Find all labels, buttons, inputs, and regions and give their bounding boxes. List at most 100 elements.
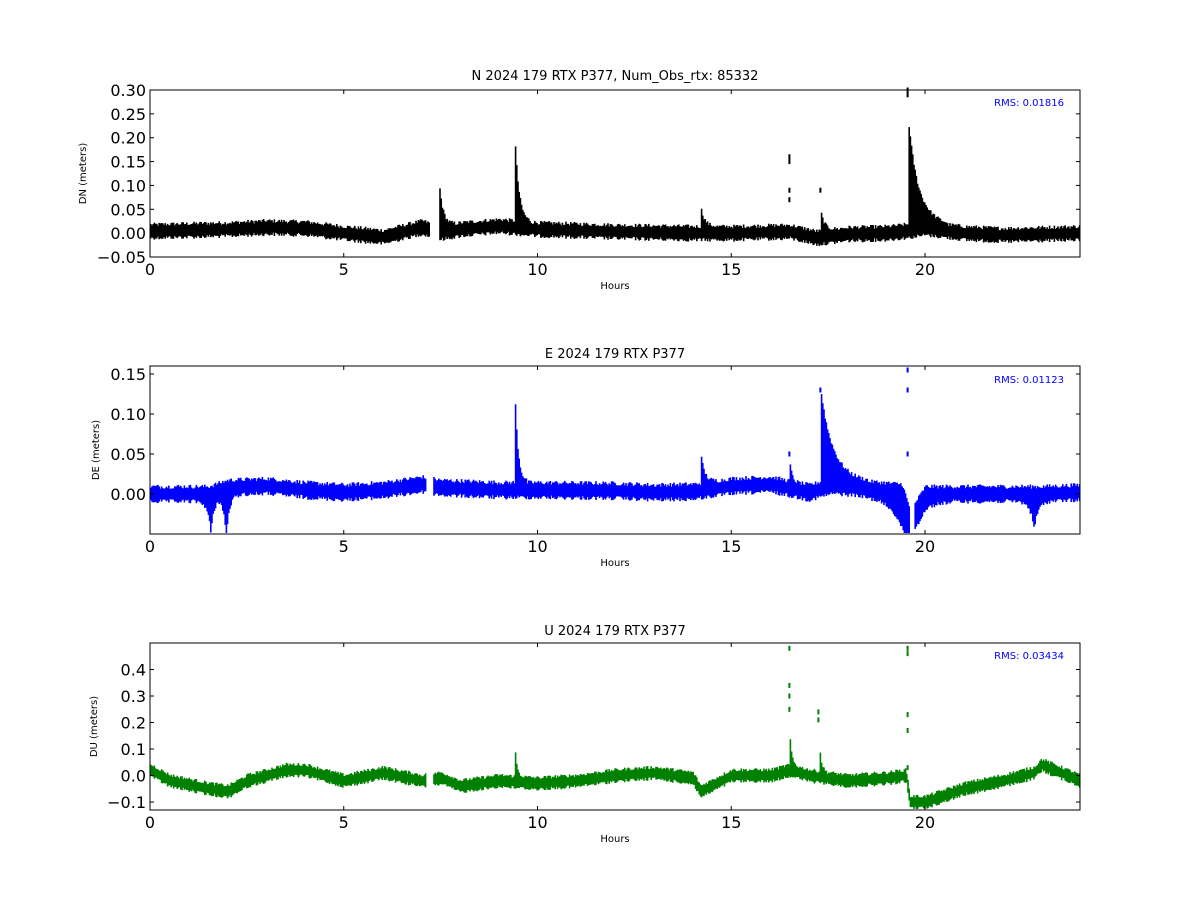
north-data-band [403, 226, 405, 238]
up-data-band [243, 777, 246, 788]
up-data-band [765, 768, 768, 783]
east-data-band [568, 483, 571, 498]
east-data-band [927, 486, 930, 508]
north-data-band [670, 226, 673, 239]
east-data-band [435, 480, 438, 493]
north-data-band [693, 226, 696, 240]
north-data-band [488, 221, 490, 233]
north-data-band [751, 226, 753, 240]
east-data-band [229, 479, 231, 509]
east-x-tick-label: 5 [339, 537, 349, 556]
north-data-band [264, 220, 266, 235]
north-data-band [892, 224, 895, 241]
up-data-band [894, 772, 896, 782]
north-data-band [1045, 228, 1047, 240]
east-data-band [436, 480, 439, 494]
up-data-band [196, 782, 199, 791]
up-data-band [415, 773, 417, 787]
east-data-band [402, 479, 404, 495]
east-data-band [273, 478, 276, 495]
up-data-band [570, 776, 572, 787]
up-data-band [234, 782, 236, 793]
north-data-band [585, 222, 588, 239]
up-data-band [475, 777, 477, 791]
north-data-band [500, 220, 502, 233]
north-data-band [516, 165, 518, 236]
up-data-band [379, 769, 381, 778]
east-data-band [1064, 485, 1066, 501]
east-data-band [490, 480, 493, 499]
up-data-band [828, 772, 830, 784]
north-data-band [741, 228, 744, 238]
east-data-band [613, 482, 615, 500]
east-data-band [360, 483, 362, 499]
east-data-band [817, 482, 819, 498]
east-data-band [198, 487, 200, 501]
east-data-band [510, 484, 512, 496]
east-data-band [940, 487, 943, 503]
east-data-band [256, 478, 259, 495]
north-data-band [834, 227, 836, 244]
east-data-band [691, 485, 693, 499]
north-data-band [342, 227, 344, 238]
north-data-band [703, 219, 705, 238]
north-data-band [794, 227, 796, 239]
up-data-band [758, 770, 760, 781]
east-data-band [1009, 487, 1011, 501]
east-data-band [984, 486, 986, 502]
up-data-band [270, 770, 272, 779]
up-data-band [871, 773, 873, 786]
east-data-band [944, 487, 946, 502]
north-data-band [676, 225, 679, 241]
north-data-band [390, 228, 392, 243]
up-data-band [472, 777, 475, 792]
up-data-band [439, 772, 441, 784]
north-data-band [237, 221, 240, 237]
east-data-band [171, 488, 174, 500]
east-data-band [706, 478, 709, 496]
up-data-band [268, 769, 271, 780]
up-data-band [1068, 769, 1070, 783]
up-data-band [538, 777, 541, 789]
east-data-band [662, 483, 664, 501]
north-data-band [411, 223, 414, 237]
east-data-band [345, 485, 348, 500]
north-data-band [352, 227, 355, 241]
east-data-band [996, 487, 998, 501]
east-data-band [434, 478, 436, 495]
up-data-band [315, 768, 318, 778]
up-data-band [438, 771, 440, 786]
up-data-band [1075, 772, 1077, 786]
north-data-band [958, 224, 961, 241]
north-data-band [910, 145, 913, 239]
east-data-band [228, 481, 230, 514]
up-data-band [684, 770, 686, 784]
east-data-band [279, 481, 282, 494]
east-data-band [214, 482, 217, 509]
north-data-band [806, 228, 808, 243]
east-data-band [492, 484, 494, 496]
up-data-band [994, 777, 997, 788]
east-data-band [379, 481, 381, 499]
north-data-band [1002, 228, 1004, 242]
east-data-band [177, 485, 180, 503]
up-data-band [613, 770, 615, 782]
up-data-band [421, 776, 423, 786]
north-data-band [913, 164, 915, 236]
north-data-band [210, 222, 212, 238]
east-data-band [192, 488, 194, 500]
north-data-band [542, 222, 544, 237]
east-data-band [170, 488, 172, 500]
east-data-band [393, 482, 396, 495]
east-data-band [1021, 484, 1023, 505]
east-data-band [750, 479, 752, 491]
east-panel: E 2024 179 RTX P377 DE (meters) Hours RM… [91, 347, 1081, 569]
up-data-band [1015, 771, 1017, 784]
east-data-band [342, 483, 344, 501]
east-data-band [793, 479, 795, 497]
east-data-band [723, 479, 726, 495]
north-data-band [340, 226, 343, 239]
east-data-band [810, 483, 812, 501]
east-data-band [481, 481, 483, 498]
north-data-band [712, 226, 715, 240]
